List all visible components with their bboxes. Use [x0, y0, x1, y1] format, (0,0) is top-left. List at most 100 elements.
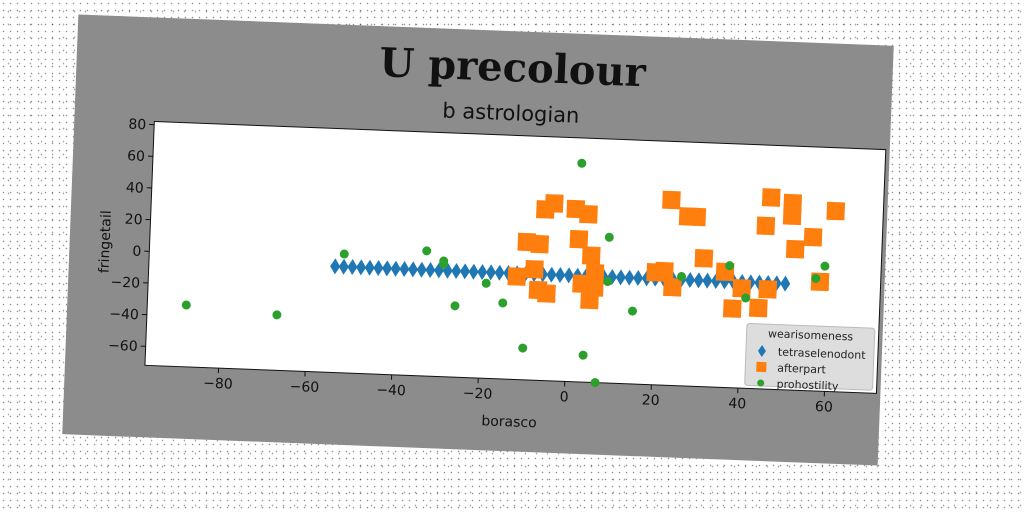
y-tick-label: 20: [124, 212, 142, 229]
point-afterpart: [581, 246, 601, 265]
chart-figure: U precolour b astrologian −80 −60 −40 −20 0 2…: [62, 14, 894, 466]
point-tetraselenodont: [780, 275, 791, 292]
x-tick-label: 60: [815, 399, 833, 416]
point-tetraselenodont: [338, 258, 349, 275]
point-prohostility: [578, 350, 588, 360]
point-tetraselenodont: [382, 260, 393, 277]
point-afterpart: [663, 277, 682, 297]
x-tick-label: −20: [463, 386, 493, 403]
y-tick-label: 80: [128, 117, 146, 134]
chart-subtitle: b astrologian: [442, 99, 580, 128]
y-tick-label: −40: [109, 306, 139, 323]
y-axis-ticks: −60 −40 −20 0 20 40 60 80: [108, 117, 155, 355]
point-afterpart: [585, 263, 605, 283]
point-tetraselenodont: [615, 269, 626, 286]
point-prohostility: [339, 249, 349, 259]
point-tetraselenodont: [364, 259, 375, 276]
point-tetraselenodont: [485, 264, 496, 281]
point-prohostility: [422, 246, 432, 256]
legend-box: [744, 323, 876, 391]
x-tick-label: −80: [203, 376, 233, 393]
point-afterpart: [826, 201, 846, 221]
y-axis-label: fringetail: [96, 210, 114, 273]
x-tick-label: 20: [642, 392, 660, 409]
legend-marker-prohostility: [757, 379, 765, 387]
point-prohostility: [811, 274, 821, 284]
y-tick-label: 0: [132, 244, 142, 260]
point-tetraselenodont: [390, 260, 401, 277]
y-tick-label: 60: [127, 148, 145, 165]
legend-title: wearisomeness: [768, 327, 854, 343]
plot-area: [144, 120, 887, 394]
x-tick-label: 0: [559, 389, 569, 405]
point-tetraselenodont: [624, 269, 635, 286]
point-afterpart: [544, 194, 564, 213]
point-afterpart: [579, 204, 598, 224]
point-prohostility: [481, 278, 491, 288]
x-tick-label: −40: [376, 382, 406, 399]
point-tetraselenodont: [546, 266, 557, 283]
legend-marker-afterpart: [756, 361, 767, 373]
y-tick-label: −60: [108, 338, 138, 355]
y-tick-label: 40: [126, 180, 144, 197]
y-tick-label: −20: [110, 275, 140, 292]
point-prohostility: [518, 343, 528, 353]
point-afterpart: [687, 207, 707, 227]
scatter-chart: U precolour b astrologian −80 −60 −40 −20 0 2…: [96, 39, 887, 431]
legend: wearisomeness tetraselenodont afterpart …: [744, 323, 876, 393]
point-afterpart: [537, 284, 556, 303]
point-afterpart: [732, 279, 752, 298]
point-prohostility: [498, 298, 508, 308]
point-tetraselenodont: [477, 264, 488, 281]
point-tetraselenodont: [459, 263, 470, 280]
point-prohostility: [725, 261, 735, 271]
point-afterpart: [785, 239, 805, 259]
point-tetraselenodont: [408, 261, 419, 278]
point-afterpart: [758, 280, 778, 299]
point-prohostility: [450, 301, 460, 311]
point-prohostility: [677, 272, 687, 282]
x-axis-label: borasco: [481, 413, 537, 431]
point-prohostility: [627, 306, 637, 316]
point-tetraselenodont: [425, 262, 436, 279]
legend-label-tetraselenodont: tetraselenodont: [778, 346, 867, 362]
point-afterpart: [722, 299, 742, 318]
point-tetraselenodont: [555, 267, 566, 284]
point-tetraselenodont: [442, 262, 453, 279]
point-prohostility: [604, 232, 614, 242]
point-afterpart: [694, 249, 714, 268]
x-tick-label: 40: [728, 396, 746, 413]
point-prohostility: [820, 261, 830, 271]
point-prohostility: [577, 158, 587, 168]
point-tetraselenodont: [330, 258, 341, 275]
legend-marker-tetraselenodont: [757, 344, 766, 357]
point-afterpart: [530, 234, 550, 254]
legend-label-afterpart: afterpart: [777, 362, 827, 377]
chart-title: U precolour: [379, 39, 648, 96]
point-prohostility: [741, 293, 751, 303]
point-afterpart: [525, 259, 544, 279]
point-tetraselenodont: [563, 267, 574, 284]
point-afterpart: [756, 216, 776, 236]
point-tetraselenodont: [451, 263, 462, 280]
point-afterpart: [662, 190, 681, 210]
point-tetraselenodont: [399, 261, 410, 278]
point-tetraselenodont: [693, 272, 704, 289]
legend-label-prohostility: prohostility: [776, 378, 839, 393]
point-afterpart: [507, 267, 527, 286]
point-prohostility: [590, 378, 600, 388]
point-tetraselenodont: [494, 264, 505, 281]
point-prohostility: [272, 310, 282, 320]
point-prohostility: [603, 277, 613, 287]
series-prohostility: [181, 158, 830, 388]
point-prohostility: [181, 300, 191, 310]
x-tick-label: −60: [289, 379, 319, 396]
data-points: [181, 158, 846, 388]
point-tetraselenodont: [633, 270, 644, 287]
point-tetraselenodont: [416, 261, 427, 278]
x-axis-ticks: −80 −60 −40 −20 0 20 40 60: [203, 368, 833, 416]
point-tetraselenodont: [347, 259, 358, 276]
series-afterpart: [507, 188, 846, 318]
point-afterpart: [569, 229, 589, 249]
point-afterpart: [580, 290, 599, 310]
